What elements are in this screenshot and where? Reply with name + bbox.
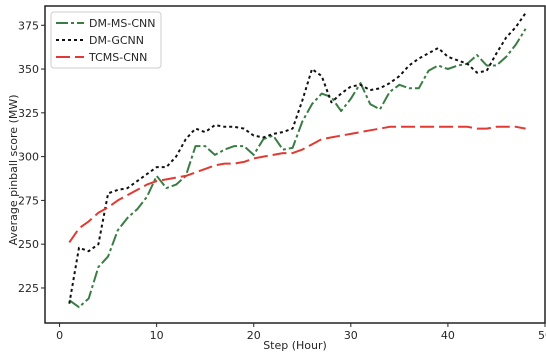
x-tick-label: 30 — [344, 329, 358, 342]
y-tick-label: 300 — [18, 151, 39, 164]
series-line-dm-gcnn — [68, 12, 527, 304]
legend-label-dm-ms-cnn: DM-MS-CNN — [89, 17, 156, 30]
legend-box — [50, 11, 162, 69]
x-tick-label: 40 — [441, 329, 455, 342]
series-lines — [68, 12, 527, 309]
x-tick-label: 50 — [538, 329, 546, 342]
y-tick-label: 275 — [18, 194, 39, 207]
y-tick-label: 250 — [18, 238, 39, 251]
series-line-dm-ms-cnn — [68, 28, 527, 309]
x-axis: 0 10 20 30 40 50 — [56, 323, 546, 342]
legend-label-tcms-cnn: TCMS-CNN — [88, 51, 147, 64]
legend-label-dm-gcnn: DM-GCNN — [89, 34, 144, 47]
y-tick-label: 350 — [18, 63, 39, 76]
x-tick-label: 20 — [247, 329, 261, 342]
x-tick-label: 0 — [56, 329, 63, 342]
y-tick-label: 375 — [18, 19, 39, 32]
legend: DM-MS-CNN DM-GCNN TCMS-CNN — [50, 11, 162, 69]
y-tick-label: 325 — [18, 107, 39, 120]
x-axis-label: Step (Hour) — [263, 339, 327, 352]
y-tick-label: 225 — [18, 282, 39, 295]
plot-frame — [44, 5, 546, 324]
series-line-tcms-cnn — [68, 125, 526, 243]
y-axis-label: Average pinball score (MW) — [7, 94, 20, 245]
y-axis: 225 250 275 300 325 350 375 — [18, 19, 45, 295]
x-tick-label: 10 — [150, 329, 164, 342]
